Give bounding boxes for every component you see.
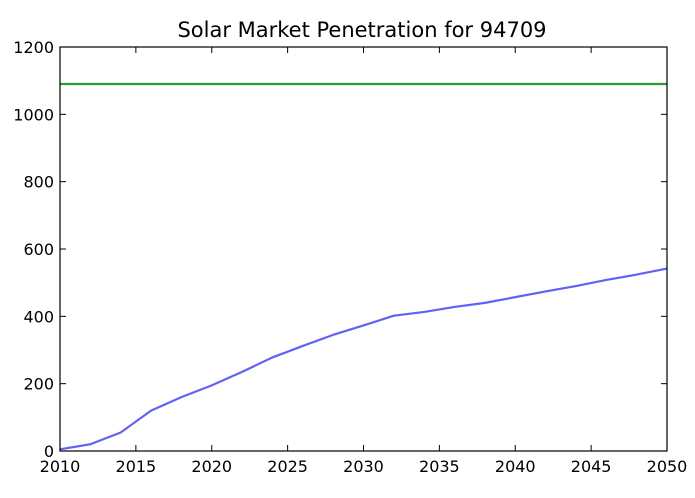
y-axis: 0 200 400 600 800 1000 1200 — [13, 38, 667, 461]
y-tick-label: 200 — [23, 375, 54, 394]
x-tick-label: 2030 — [343, 457, 384, 476]
x-tick-label: 2045 — [571, 457, 612, 476]
x-tick-label: 2020 — [191, 457, 232, 476]
series-layer — [59, 82, 668, 451]
series-line-adoption — [59, 267, 668, 451]
chart-title: Solar Market Penetration for 94709 — [177, 18, 546, 42]
y-tick-label: 600 — [23, 240, 54, 259]
x-tick-label: 2015 — [116, 457, 157, 476]
plot-frame — [59, 46, 668, 452]
x-tick-label: 2050 — [647, 457, 688, 476]
x-tick-label: 2010 — [40, 457, 81, 476]
x-tick-label: 2040 — [495, 457, 536, 476]
x-tick-label: 2025 — [267, 457, 308, 476]
y-tick-label: 400 — [23, 307, 54, 326]
y-tick-label: 800 — [23, 173, 54, 192]
x-tick-label: 2035 — [419, 457, 460, 476]
y-tick-label: 0 — [44, 442, 54, 461]
x-axis: 2010 2015 2020 2025 2030 2035 2040 2045 2050 — [40, 47, 688, 476]
y-tick-label: 1200 — [13, 38, 54, 57]
y-tick-label: 1000 — [13, 105, 54, 124]
